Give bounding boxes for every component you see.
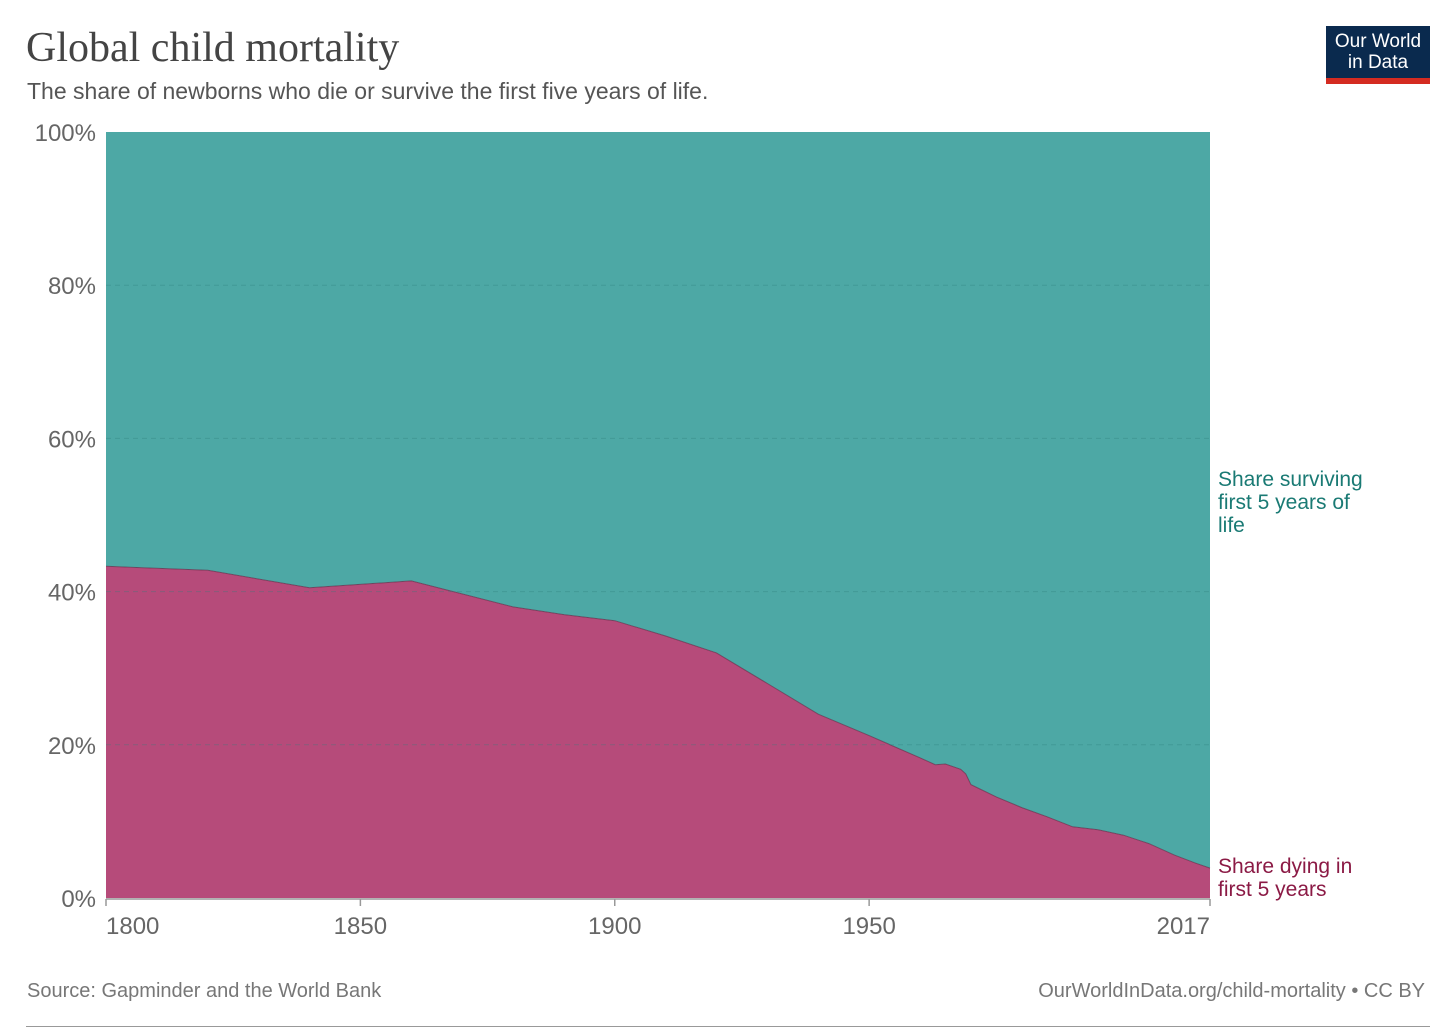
chart-subtitle: The share of newborns who die or survive… [27, 78, 709, 104]
y-tick-label: 0% [61, 886, 96, 913]
area-boundary-line [105, 565, 1211, 869]
footer-divider [26, 1026, 1430, 1027]
logo-line-1: Our World [1334, 31, 1422, 52]
area-dying [106, 566, 1210, 898]
x-tick-label: 1800 [106, 913, 159, 940]
y-tick-label: 60% [48, 426, 96, 453]
chart-title: Global child mortality [26, 25, 400, 71]
label-dying-line: Share dying in [1218, 855, 1352, 878]
x-tick-label: 1900 [588, 913, 641, 940]
source-link[interactable]: OurWorldInData.org/child-mortality • CC … [1038, 980, 1425, 1002]
source-note: Source: Gapminder and the World Bank [27, 980, 382, 1002]
x-tick-label: 1850 [334, 913, 387, 940]
y-tick-label: 40% [48, 580, 96, 607]
y-tick-label: 20% [48, 733, 96, 760]
stacked-area-chart: 0% 20% 40% 60% 80% 100% 1800 1850 1900 1950 2017 Sh… [35, 120, 1363, 940]
area-surviving [106, 132, 1210, 869]
y-tick-label: 100% [35, 120, 96, 147]
x-tick-label: 2017 [1157, 913, 1210, 940]
x-tick-label: 1950 [842, 913, 895, 940]
owid-logo[interactable]: Our World in Data [1326, 26, 1430, 84]
label-surviving-line: Share surviving [1218, 468, 1363, 491]
logo-line-2: in Data [1347, 52, 1409, 73]
label-surviving-line: first 5 years of [1218, 491, 1350, 514]
y-tick-label: 80% [48, 273, 96, 300]
label-dying-line: first 5 years [1218, 878, 1327, 901]
label-surviving-line: life [1218, 514, 1245, 537]
